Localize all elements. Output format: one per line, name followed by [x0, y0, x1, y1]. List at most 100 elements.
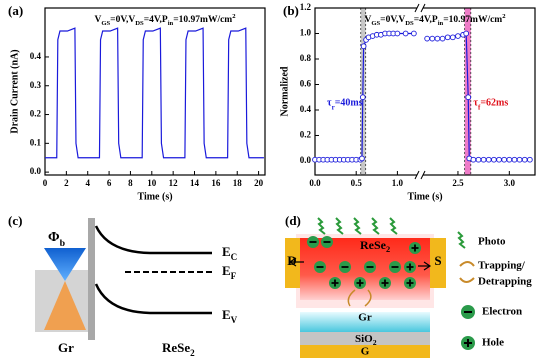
data-point: [465, 94, 472, 101]
plus: [406, 279, 414, 287]
y-tick-label: 0.0: [30, 166, 42, 176]
panel-label: (b): [283, 3, 299, 18]
text-part: in: [438, 20, 444, 27]
x-tick-label: 0.0: [309, 178, 321, 188]
data-point: [360, 43, 367, 50]
photon: [371, 217, 380, 235]
plus: [411, 244, 419, 252]
legend-label: Electron: [482, 306, 522, 318]
photon: [353, 217, 362, 235]
x-tick-label: 10: [147, 178, 157, 188]
x-tick-label: 12: [169, 178, 179, 188]
text-part: =62ms: [480, 98, 508, 109]
x-axis-label: Time (s): [137, 191, 172, 202]
text-part: DS: [405, 20, 414, 27]
conduction-band: [94, 225, 212, 255]
sio2-layer: [300, 332, 430, 345]
data-point: [470, 156, 477, 163]
y-axis-label: Drain Current (nA): [9, 49, 20, 133]
x-tick-label: 2: [64, 178, 69, 188]
gr-label: Gr: [358, 312, 372, 324]
text-part: C: [231, 252, 238, 262]
device-diagram: (d) D S ReSe2 Gr SiO2 G Photo Trapping/ …: [285, 213, 532, 358]
data-point: [527, 156, 533, 163]
text-part: V: [94, 15, 101, 25]
y-tick-label: 1.0: [300, 28, 312, 38]
note: τr=40ms: [327, 98, 363, 111]
data-point: [491, 156, 497, 163]
text-part: =40ms: [335, 98, 363, 109]
text-part: b: [60, 238, 66, 249]
data-line: [45, 27, 264, 159]
data-point: [485, 156, 492, 163]
text-part: E: [222, 307, 231, 322]
text-part: 2: [502, 13, 506, 20]
plus: [356, 279, 364, 287]
y-tick-label: 0.2: [30, 109, 42, 119]
ef-label: EF: [222, 263, 237, 281]
y-tick-label: 0.3: [30, 80, 42, 90]
photon: [317, 217, 326, 235]
y-tick-label: 0.4: [300, 104, 312, 114]
source-pad: [430, 238, 446, 288]
annotation: VGS=0V,VDS=4V,Pin=10.97mW/cm2: [364, 13, 506, 27]
charts: (a) 0 2 4 6 8 10 12 14 16 18 20 0.0 0.1 0.2 0.3 0.4 Time …: [8, 2, 536, 202]
x-tick-label: 1.0: [392, 178, 404, 188]
data-point: [429, 35, 436, 42]
x-tick-label: 18: [233, 178, 243, 188]
plus: [406, 263, 414, 271]
photon: [389, 217, 398, 235]
x-tick-label: 4: [85, 178, 90, 188]
y-tick-label: 0.0: [300, 155, 312, 165]
text-part: GS: [371, 20, 380, 27]
data-point: [359, 155, 365, 162]
valence-band: [94, 283, 212, 315]
legend-label: Trapping/: [478, 260, 526, 272]
source-label: S: [434, 253, 441, 268]
data-point: [463, 30, 470, 37]
cone-lower: [44, 281, 86, 330]
rese2-label: ReSe2: [360, 238, 390, 255]
data-point: [511, 156, 518, 163]
interface: [88, 218, 95, 340]
text-part: V: [364, 15, 371, 25]
text-part: f: [478, 103, 481, 111]
carriers: [307, 236, 421, 289]
text-part: ReSe: [162, 340, 190, 355]
graphene-layer: [300, 312, 430, 332]
y-tick-label: 0.1: [30, 137, 42, 147]
text-part: 2: [373, 338, 377, 347]
text-part: =0V,V: [380, 15, 405, 25]
text-part: 2: [190, 348, 195, 358]
x-tick-label: 20: [254, 178, 264, 188]
arrow: [418, 261, 432, 271]
gate-layer: [300, 345, 430, 358]
axis-break: [417, 6, 423, 10]
data-point: [506, 156, 513, 163]
break-mark: [414, 170, 426, 180]
x-tick-label: 16: [211, 178, 221, 188]
data-point: [480, 156, 487, 163]
data-point: [455, 33, 461, 39]
text-part: 2: [386, 245, 390, 254]
data-point: [359, 94, 366, 101]
legend-label: Photo: [478, 236, 506, 248]
data-point: [439, 35, 446, 42]
panel-label: (d): [285, 213, 301, 228]
x-tick-label: 2.5: [452, 178, 464, 188]
barrier-label: Φb: [48, 230, 66, 249]
x-tick-label: 0.5: [351, 178, 363, 188]
annotation: VGS=0V,VDS=4V,Pin=10.97mW/cm2: [94, 13, 236, 27]
text-part: ReSe: [360, 238, 387, 252]
cone-upper: [44, 248, 86, 281]
data-point: [424, 35, 430, 42]
plus: [381, 279, 389, 287]
data-point: [434, 35, 441, 42]
y-tick-label: 0.2: [300, 130, 312, 140]
break-mark: [414, 3, 426, 13]
text-part: =4V,P: [144, 15, 168, 25]
gate-label: G: [361, 346, 370, 358]
sio2-label: SiO2: [355, 333, 377, 348]
plot-frame: [314, 7, 536, 176]
